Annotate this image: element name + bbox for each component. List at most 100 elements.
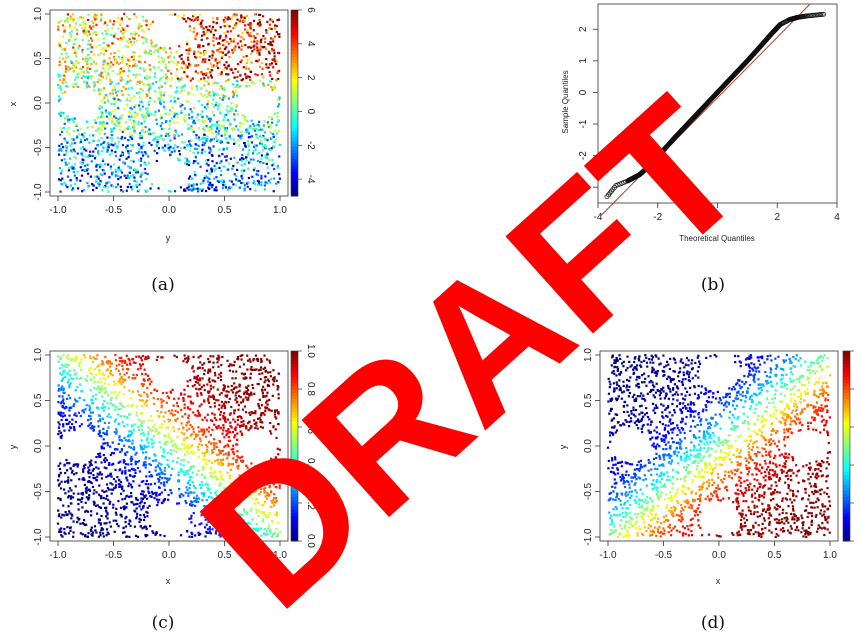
data-point [122, 36, 125, 39]
data-point [66, 462, 69, 465]
data-point [147, 356, 150, 359]
data-point [109, 82, 112, 85]
colorbar-segment [291, 118, 298, 123]
data-point [241, 173, 244, 176]
data-point [140, 497, 143, 500]
data-point [214, 103, 217, 107]
data-point [259, 13, 262, 17]
data-point [140, 445, 144, 449]
data-point [269, 505, 272, 508]
data-point [69, 497, 73, 500]
data-point [273, 27, 277, 30]
data-point [238, 534, 241, 537]
data-point [252, 82, 255, 85]
data-point [105, 467, 108, 470]
data-point [237, 86, 240, 89]
data-point [229, 137, 232, 140]
data-point [123, 136, 127, 140]
data-point [91, 27, 94, 31]
data-point [223, 406, 227, 410]
data-point [104, 355, 107, 358]
data-point [230, 448, 233, 451]
data-point [100, 477, 103, 480]
data-point [188, 483, 192, 486]
data-point [228, 135, 231, 138]
data-point [139, 367, 142, 370]
data-point [58, 43, 61, 46]
colorbar-frame [290, 9, 299, 197]
colorbar-segment [291, 84, 298, 88]
data-point [115, 145, 118, 148]
data-point [147, 441, 150, 445]
data-point [246, 422, 250, 425]
data-point [203, 369, 206, 372]
data-point [144, 125, 147, 129]
data-point [238, 186, 241, 189]
data-point [173, 61, 176, 64]
data-point [215, 176, 218, 179]
data-point [201, 19, 204, 22]
data-point [218, 87, 221, 91]
data-point [126, 404, 129, 407]
data-point [82, 468, 85, 471]
data-point [136, 466, 140, 470]
data-point [145, 404, 148, 407]
data-point [207, 370, 210, 373]
data-point [190, 125, 193, 128]
data-point [106, 433, 109, 436]
data-point [232, 164, 235, 168]
data-point [257, 474, 261, 477]
data-point [205, 428, 208, 431]
data-point [272, 369, 275, 372]
data-point [244, 377, 247, 380]
data-point [114, 150, 117, 154]
data-point [269, 531, 272, 534]
data-point [207, 520, 210, 523]
data-point [126, 127, 129, 131]
colorbar-tick-label: -4 [305, 175, 316, 184]
data-point [212, 114, 216, 117]
data-point [244, 396, 247, 399]
data-point [97, 128, 100, 131]
data-point [275, 379, 278, 382]
data-point [171, 13, 174, 16]
data-point [259, 414, 262, 417]
data-point [83, 22, 86, 26]
colorbar-segment [291, 174, 298, 178]
data-point [153, 51, 156, 54]
data-point [132, 160, 135, 163]
data-point [95, 169, 98, 172]
data-point [160, 116, 163, 119]
data-point [57, 484, 61, 487]
data-point [60, 480, 63, 483]
data-point [278, 486, 281, 489]
data-point [173, 56, 176, 59]
data-point [158, 60, 161, 64]
data-point [132, 480, 135, 483]
data-point [169, 474, 173, 477]
data-point [219, 26, 222, 29]
data-point [249, 22, 252, 25]
data-point [258, 151, 261, 154]
data-point [224, 127, 227, 130]
data-point [143, 131, 146, 134]
data-point [62, 423, 65, 426]
data-point [133, 179, 136, 183]
data-point [239, 415, 243, 419]
data-point [59, 435, 62, 438]
data-point [160, 56, 163, 59]
data-point [66, 526, 69, 529]
data-point [263, 184, 267, 187]
data-point [135, 517, 138, 520]
data-point [273, 500, 277, 504]
data-point [131, 458, 134, 461]
data-point [252, 123, 255, 126]
data-point [227, 16, 230, 19]
data-point [269, 85, 273, 89]
data-point [182, 397, 185, 400]
data-point [221, 449, 224, 453]
data-point [169, 489, 172, 492]
data-point [234, 85, 237, 88]
data-point [222, 532, 226, 536]
data-point [114, 142, 117, 145]
